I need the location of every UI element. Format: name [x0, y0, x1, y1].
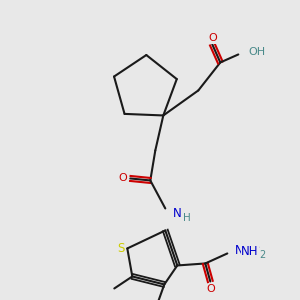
Text: 2: 2: [253, 245, 260, 256]
Text: NH: NH: [235, 244, 253, 257]
Text: O: O: [118, 173, 127, 184]
Text: OH: OH: [248, 47, 266, 58]
Text: S: S: [118, 242, 125, 255]
Text: O: O: [206, 284, 215, 295]
Text: O: O: [208, 34, 217, 44]
Text: N: N: [173, 207, 182, 220]
Text: 2: 2: [259, 250, 266, 260]
Text: H: H: [183, 214, 191, 224]
Text: NH: NH: [241, 245, 259, 258]
